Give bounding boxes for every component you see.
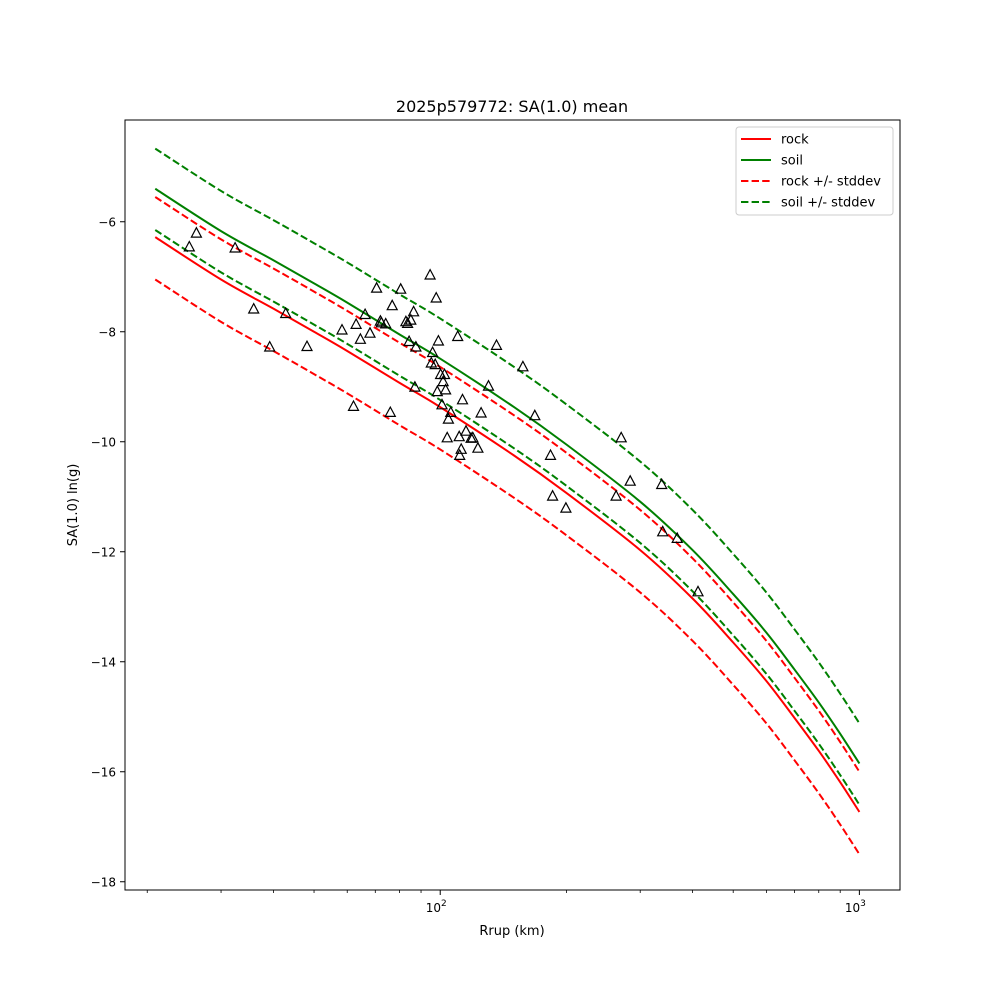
data-point — [610, 489, 623, 501]
data-point — [471, 441, 484, 453]
y-tick-label: −6 — [98, 215, 116, 229]
data-point — [424, 268, 437, 280]
y-tick-label: −14 — [91, 655, 116, 669]
data-point — [183, 240, 196, 252]
y-axis-label: SA(1.0) ln(g) — [66, 464, 81, 547]
data-point — [559, 501, 572, 513]
data-point — [247, 302, 260, 314]
data-point — [279, 306, 292, 319]
x-tick-label: 102 — [426, 899, 447, 915]
data-point — [453, 430, 466, 442]
data-point — [453, 448, 466, 460]
y-tick-label: −12 — [91, 545, 116, 559]
data-point — [475, 406, 488, 418]
data-point — [386, 299, 399, 311]
y-tick-label: −16 — [91, 765, 116, 779]
x-tick-base: 10 — [426, 901, 441, 915]
data-point — [692, 585, 704, 597]
data-point — [399, 315, 412, 327]
data-point — [439, 383, 452, 395]
data-point — [442, 412, 455, 424]
legend: rock soil rock +/- stddev soil +/- stddev — [735, 126, 894, 216]
plot-area — [154, 147, 861, 855]
data-point — [407, 305, 420, 317]
data-point — [460, 424, 472, 436]
data-point — [263, 340, 276, 352]
data-point — [409, 340, 422, 352]
data-point — [544, 448, 557, 460]
data-point — [451, 329, 464, 342]
series-line-4 — [154, 147, 861, 724]
series-line-1 — [154, 187, 861, 765]
data-point — [438, 367, 451, 380]
data-point — [229, 241, 242, 253]
legend-label: rock +/- stddev — [781, 175, 881, 190]
data-point — [516, 360, 529, 372]
data-point — [444, 405, 457, 417]
data-point — [379, 317, 392, 329]
data-point — [624, 474, 637, 486]
data-point — [456, 393, 469, 405]
data-point — [370, 281, 383, 293]
y-tick-label: −18 — [91, 875, 116, 889]
y-tick-label: −10 — [91, 435, 116, 449]
x-axis: 102 103 — [146, 890, 866, 915]
data-point — [490, 338, 503, 350]
data-point — [655, 477, 668, 490]
x-axis-label: Rrup (km) — [479, 924, 544, 939]
data-point — [466, 431, 479, 443]
data-point — [401, 316, 414, 328]
chart-title: 2025p579772: SA(1.0) mean — [396, 97, 628, 116]
data-point — [671, 531, 684, 544]
data-point — [528, 409, 541, 421]
data-point — [394, 282, 407, 294]
data-point — [190, 226, 203, 238]
axes-frame — [124, 119, 901, 891]
legend-label: rock — [781, 133, 809, 148]
data-point — [441, 431, 454, 443]
data-point — [546, 489, 559, 501]
data-point — [301, 339, 313, 352]
data-point — [431, 384, 444, 397]
legend-label: soil — [781, 154, 803, 169]
data-point — [384, 405, 397, 417]
series-line-2 — [154, 196, 861, 773]
data-point — [359, 307, 372, 320]
series-line-0 — [154, 236, 861, 813]
data-point — [426, 345, 439, 358]
data-point — [437, 375, 450, 387]
data-point — [436, 398, 448, 410]
x-tick-exponent: 2 — [441, 899, 447, 909]
data-point — [350, 317, 363, 329]
data-point — [482, 379, 495, 391]
data-point — [432, 334, 445, 346]
data-point — [336, 323, 348, 335]
data-point — [455, 442, 468, 454]
x-tick-base: 10 — [845, 901, 860, 915]
x-tick-label: 103 — [845, 899, 866, 915]
x-tick-exponent: 3 — [860, 899, 866, 909]
data-point — [429, 357, 442, 370]
series-line-5 — [154, 229, 861, 806]
legend-label: soil +/- stddev — [781, 196, 876, 211]
series-line-3 — [154, 278, 861, 855]
data-point — [656, 525, 669, 537]
data-point — [430, 291, 443, 303]
data-point — [347, 399, 360, 411]
y-tick-label: −8 — [98, 325, 116, 339]
legend-frame — [735, 126, 894, 216]
data-point — [354, 332, 367, 344]
y-axis: −6 −8 −10 −12 −14 −16 −18 — [91, 215, 125, 889]
data-point — [364, 326, 376, 338]
data-point — [404, 313, 417, 325]
data-point — [615, 431, 628, 443]
data-point — [408, 380, 421, 392]
data-point — [403, 334, 416, 347]
